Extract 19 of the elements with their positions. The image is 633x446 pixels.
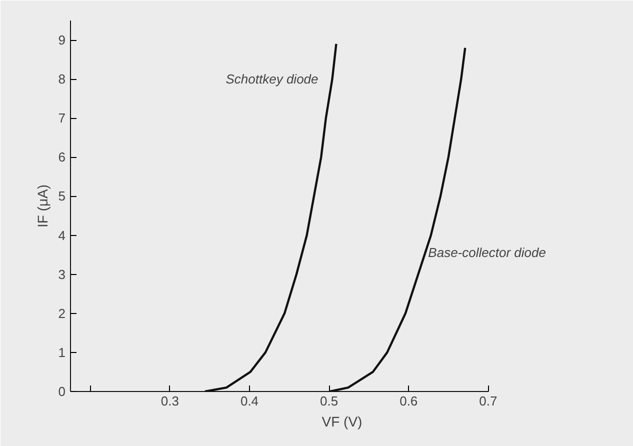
y-tick-label: 5 [58, 188, 66, 204]
x-tick-label: 0.7 [479, 394, 498, 408]
y-tick-label: 7 [58, 110, 66, 126]
x-tick-label: 0.6 [400, 394, 418, 408]
y-tick-label: 0 [58, 384, 66, 399]
y-axis-title: IF (μA) [34, 184, 50, 228]
x-tick-label: 0.4 [240, 394, 259, 408]
y-tick-label: 9 [58, 32, 66, 48]
y-tick-label: 2 [58, 306, 66, 321]
x-axis-title: VF (V) [322, 414, 362, 430]
y-tick-label: 8 [58, 72, 66, 87]
y-tick-label: 3 [58, 266, 66, 282]
x-tick-label: 0.5 [320, 394, 338, 408]
series-label: Schottkey diode [226, 72, 318, 87]
y-tick-label: 4 [58, 228, 66, 243]
y-tick-label: 1 [58, 344, 66, 360]
x-tick-label: 0.3 [160, 394, 179, 408]
y-tick-label: 6 [58, 150, 66, 165]
series-label: Base-collector diode [428, 244, 546, 260]
